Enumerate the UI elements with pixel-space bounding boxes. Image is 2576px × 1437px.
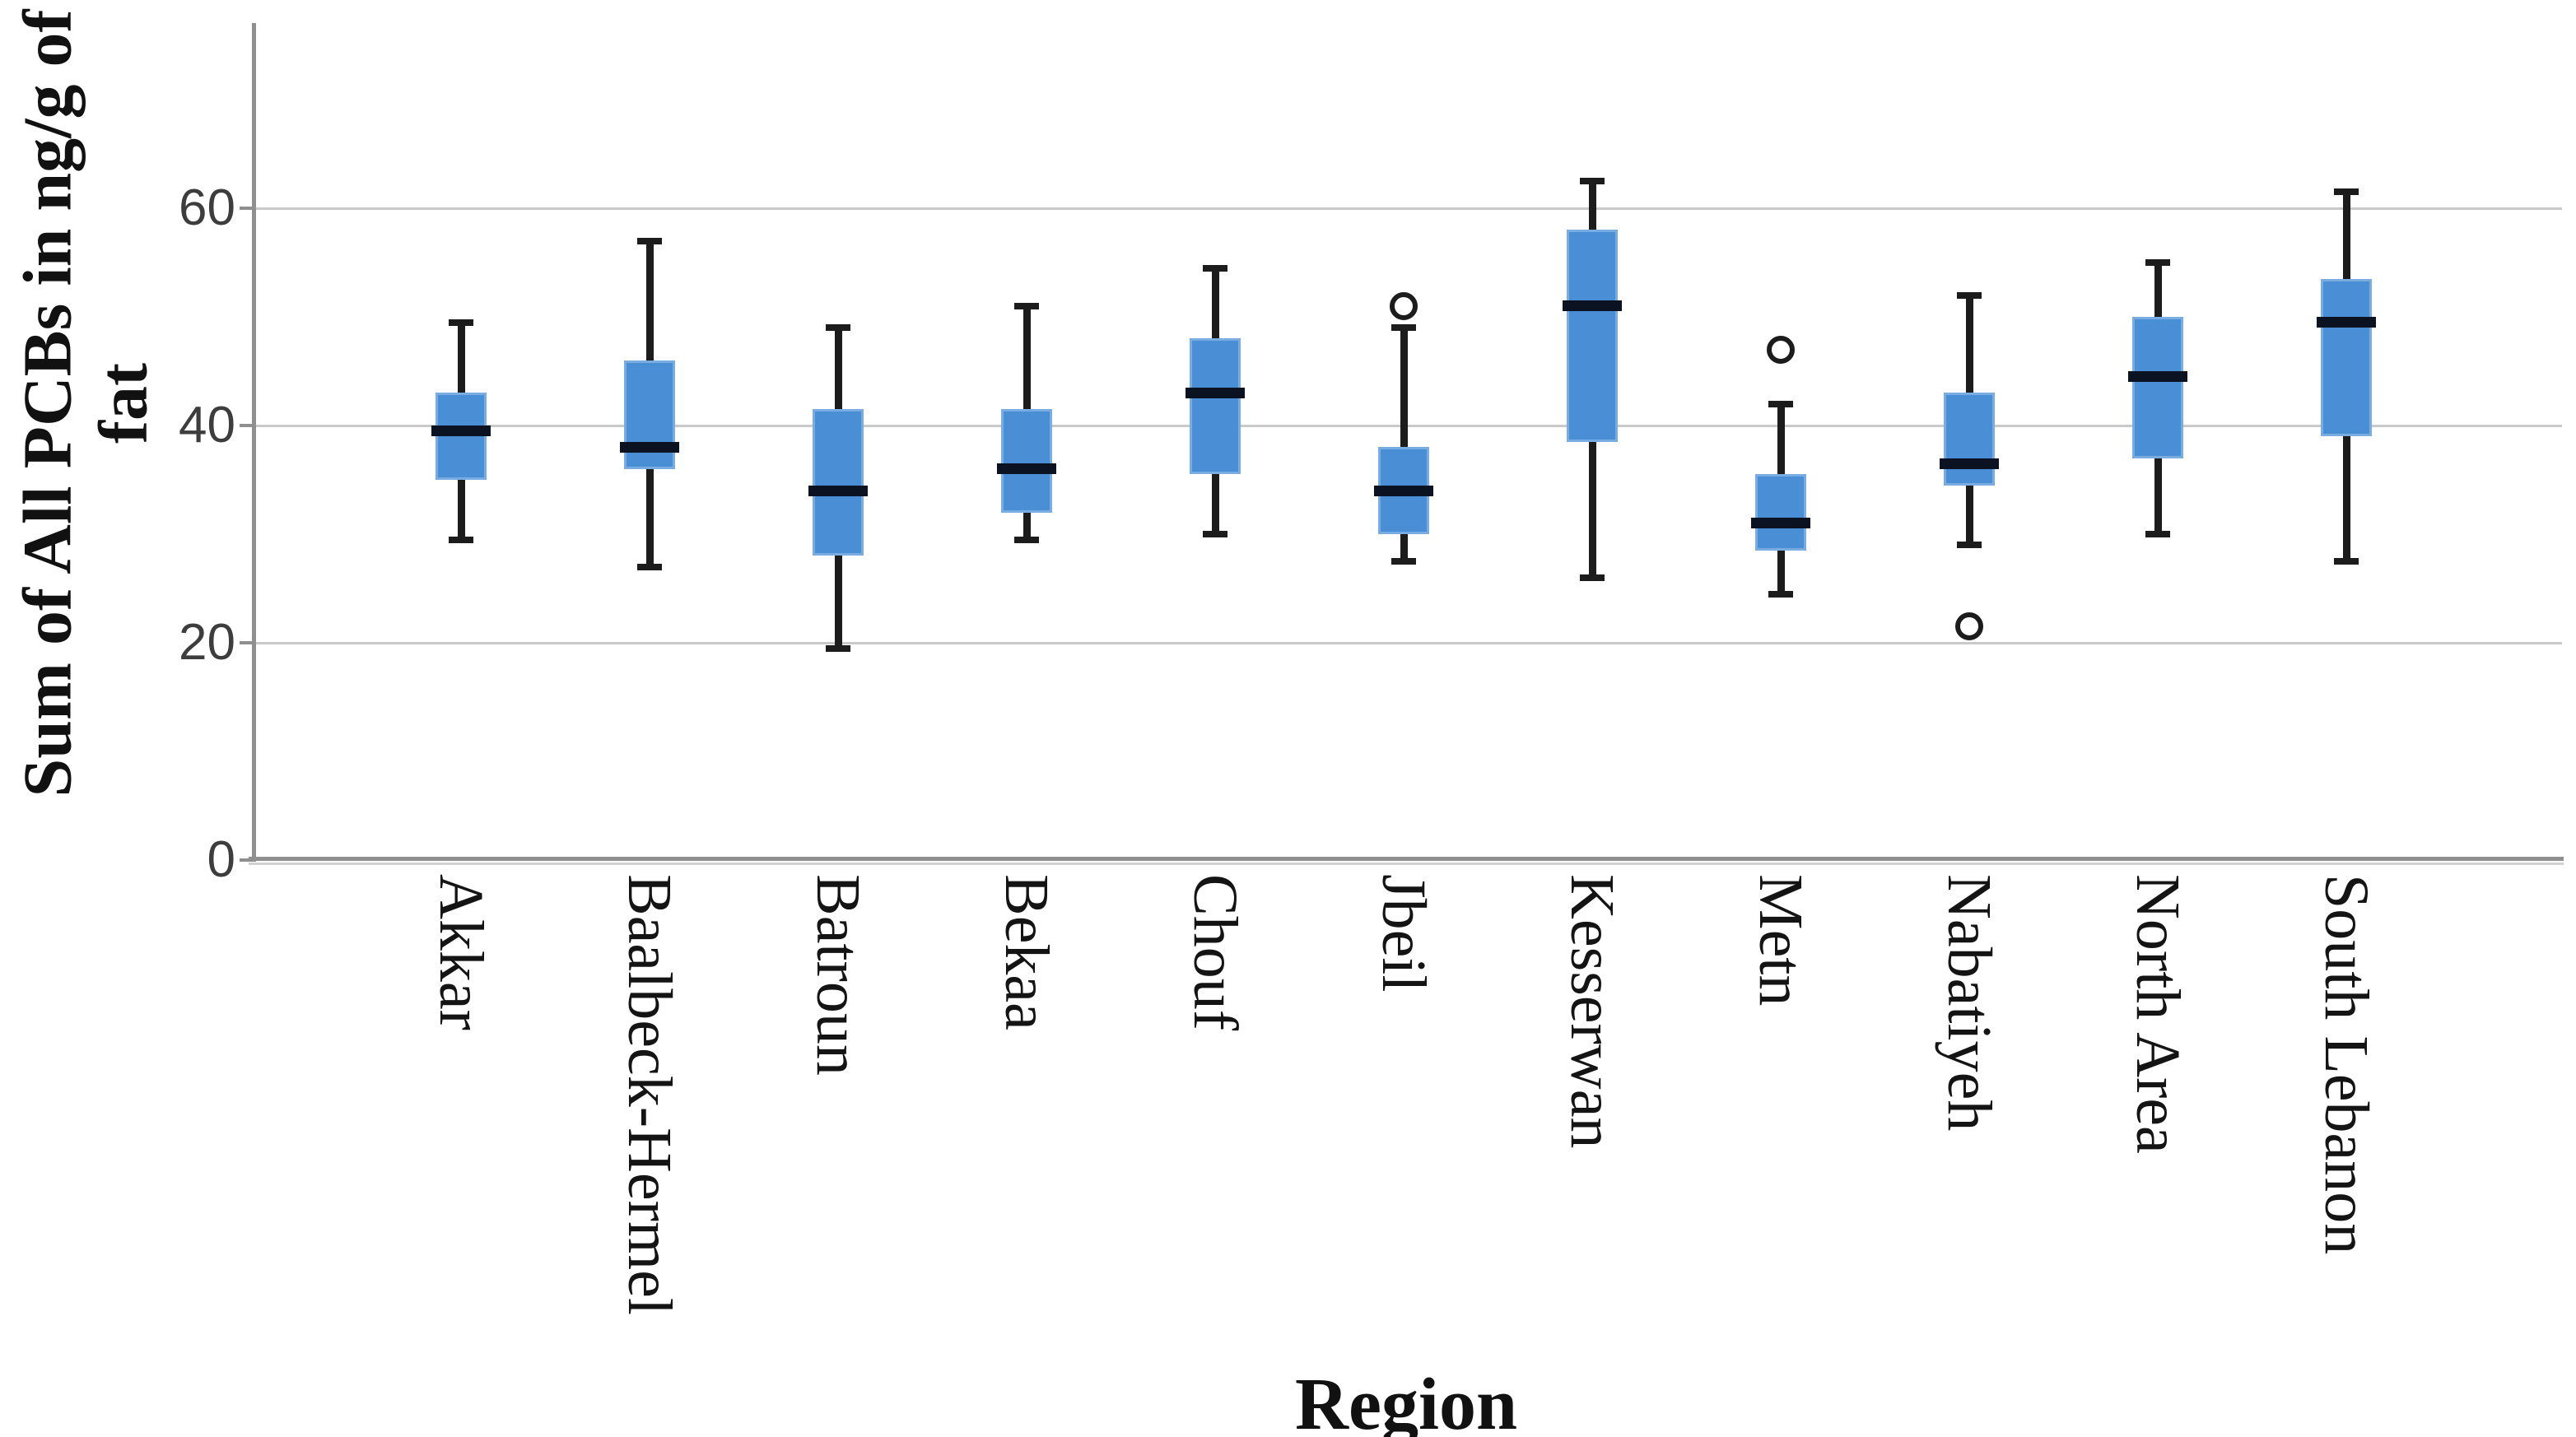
upper-whisker-north-area [2154, 263, 2162, 317]
upper-whisker-akkar [457, 322, 465, 393]
x-axis-title: Region [1295, 1364, 1517, 1437]
median-nabatiyeh [1940, 458, 1999, 469]
lower-whisker-south-lebanon [2342, 436, 2350, 561]
lower-whisker-cap-south-lebanon [2334, 558, 2359, 565]
y-tick-label-0: 0 [207, 831, 235, 888]
y-tick-label-20: 20 [179, 614, 235, 671]
upper-whisker-cap-bekaa [1014, 302, 1039, 309]
x-category-label-south-lebanon: South Lebanon [2312, 874, 2381, 1255]
lower-whisker-batroun [834, 556, 842, 649]
outlier-jbeil-0 [1390, 291, 1418, 320]
x-category-label-chouf: Chouf [1181, 874, 1250, 1030]
box-metn [1755, 474, 1806, 551]
upper-whisker-batroun [834, 328, 842, 410]
lower-whisker-bekaa [1022, 512, 1031, 540]
lower-whisker-cap-akkar [449, 536, 473, 543]
box-akkar [436, 393, 487, 480]
upper-whisker-cap-chouf [1203, 264, 1227, 272]
y-tick-20 [240, 641, 252, 644]
lower-whisker-nabatiyeh [1965, 485, 1973, 546]
lower-whisker-cap-batroun [826, 644, 850, 652]
upper-whisker-cap-kesserwan [1580, 178, 1605, 184]
gridline-y-20 [252, 641, 2562, 644]
upper-whisker-chouf [1211, 267, 1219, 339]
upper-whisker-cap-south-lebanon [2334, 188, 2359, 196]
median-north-area [2128, 371, 2187, 383]
box-baalbeck-hermel [624, 360, 675, 469]
lower-whisker-north-area [2154, 458, 2162, 534]
y-tick-40 [240, 424, 252, 427]
lower-whisker-metn [1777, 550, 1785, 594]
lower-whisker-cap-bekaa [1014, 536, 1039, 543]
upper-whisker-jbeil [1400, 328, 1408, 448]
lower-whisker-cap-baalbeck-hermel [637, 563, 662, 570]
x-category-label-batroun: Batroun [804, 874, 873, 1076]
lower-whisker-chouf [1211, 474, 1219, 534]
box-nabatiyeh [1944, 393, 1995, 486]
lower-whisker-cap-metn [1768, 590, 1793, 598]
lower-whisker-baalbeck-hermel [645, 468, 654, 567]
y-axis-line [252, 23, 256, 862]
median-bekaa [997, 463, 1056, 475]
upper-whisker-bekaa [1022, 305, 1031, 410]
lower-whisker-akkar [457, 480, 465, 540]
upper-whisker-metn [1777, 403, 1785, 475]
box-kesserwan [1567, 230, 1618, 442]
median-metn [1751, 518, 1810, 529]
outlier-metn-0 [1767, 335, 1795, 364]
median-batroun [808, 485, 868, 496]
lower-whisker-cap-kesserwan [1580, 574, 1605, 581]
gridline-y-60 [252, 207, 2562, 210]
x-category-label-baalbeck-hermel: Baalbeck-Hermel [615, 874, 684, 1315]
outlier-nabatiyeh-0 [1955, 612, 1983, 641]
y-tick-label-40: 40 [179, 397, 235, 453]
upper-whisker-cap-nabatiyeh [1957, 291, 1982, 299]
median-jbeil [1374, 485, 1433, 496]
lower-whisker-cap-jbeil [1391, 558, 1416, 565]
x-category-label-bekaa: Bekaa [992, 874, 1061, 1030]
lower-whisker-cap-nabatiyeh [1957, 542, 1982, 549]
box-north-area [2132, 317, 2183, 458]
y-axis-title-line-1: Sum of All PCBs in ng/g of [9, 9, 86, 798]
box-batroun [813, 409, 864, 556]
median-baalbeck-hermel [620, 441, 679, 453]
upper-whisker-south-lebanon [2342, 192, 2350, 279]
box-chouf [1190, 338, 1241, 475]
x-category-label-nabatiyeh: Nabatiyeh [1935, 874, 2004, 1132]
upper-whisker-cap-north-area [2145, 259, 2170, 266]
y-tick-60 [240, 207, 252, 210]
x-category-label-kesserwan: Kesserwan [1558, 874, 1627, 1149]
lower-whisker-cap-chouf [1203, 531, 1227, 537]
median-kesserwan [1563, 300, 1622, 312]
x-category-label-metn: Metn [1746, 874, 1815, 1007]
x-category-label-jbeil: Jbeil [1369, 874, 1438, 993]
x-category-label-akkar: Akkar [426, 874, 496, 1030]
upper-whisker-cap-jbeil [1391, 324, 1416, 332]
upper-whisker-baalbeck-hermel [645, 240, 654, 360]
upper-whisker-kesserwan [1588, 181, 1596, 230]
lower-whisker-jbeil [1400, 534, 1408, 561]
x-category-label-north-area: North Area [2123, 874, 2192, 1154]
box-bekaa [1001, 409, 1052, 513]
y-tick-label-60: 60 [179, 179, 235, 236]
lower-whisker-cap-north-area [2145, 531, 2170, 537]
lower-whisker-kesserwan [1588, 441, 1596, 578]
box-south-lebanon [2321, 278, 2372, 437]
median-chouf [1186, 387, 1245, 398]
upper-whisker-cap-batroun [826, 324, 850, 332]
x-axis-line [249, 857, 2564, 861]
upper-whisker-nabatiyeh [1965, 295, 1973, 393]
median-akkar [431, 426, 491, 437]
upper-whisker-cap-metn [1768, 400, 1793, 407]
y-tick-0 [240, 858, 252, 862]
x-axis-shadow-line [249, 863, 2564, 865]
median-south-lebanon [2317, 317, 2376, 328]
upper-whisker-cap-baalbeck-hermel [637, 237, 662, 244]
upper-whisker-cap-akkar [449, 319, 473, 326]
